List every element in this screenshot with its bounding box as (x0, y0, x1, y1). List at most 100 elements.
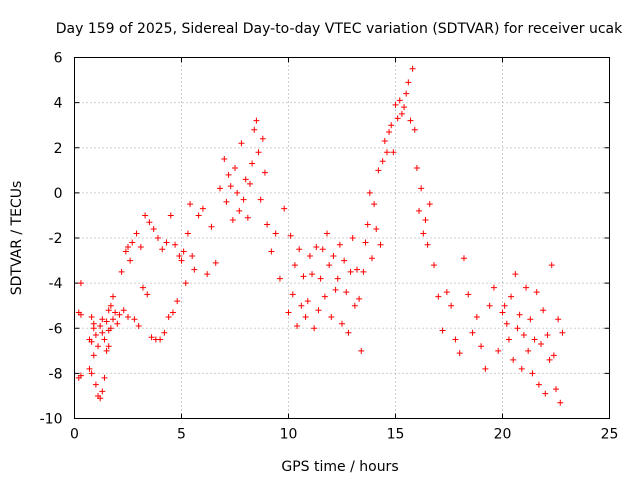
data-point (110, 293, 117, 300)
data-point (349, 235, 356, 241)
data-point (276, 275, 283, 282)
data-point (120, 307, 127, 314)
data-point (77, 372, 84, 379)
data-point (371, 201, 378, 208)
data-point (435, 293, 442, 300)
data-point (351, 302, 358, 309)
data-point (559, 329, 566, 336)
data-point (341, 257, 348, 264)
data-point (360, 268, 367, 275)
data-point (169, 309, 176, 316)
data-point (131, 316, 138, 323)
data-point (424, 241, 431, 248)
data-point (373, 225, 380, 232)
y-tick-label: -10 (40, 412, 63, 428)
data-point (105, 343, 112, 350)
data-point (398, 110, 405, 117)
data-point (298, 302, 305, 309)
data-point (550, 352, 557, 359)
data-point (431, 262, 438, 269)
data-point (495, 347, 502, 354)
data-point (261, 169, 268, 176)
data-point (555, 316, 562, 323)
data-point (191, 266, 198, 273)
data-point (510, 356, 517, 363)
data-point (390, 149, 397, 156)
data-point (321, 293, 328, 300)
data-point (478, 343, 485, 350)
x-tick-label: 10 (280, 427, 298, 443)
data-point (110, 316, 117, 323)
y-axis-label: SDTVAR / TECUs (9, 181, 25, 296)
data-point (95, 343, 102, 350)
data-point (490, 284, 497, 291)
data-point (159, 246, 166, 253)
data-point (122, 248, 129, 255)
data-point (334, 275, 341, 282)
data-point (542, 390, 549, 397)
data-point (538, 341, 545, 348)
data-point (409, 65, 416, 72)
data-point (324, 230, 331, 237)
data-point (375, 167, 382, 174)
data-point (379, 158, 386, 165)
data-point (296, 246, 303, 253)
data-point (302, 313, 309, 320)
data-point (287, 232, 294, 239)
data-point (142, 212, 149, 219)
data-point (212, 259, 219, 266)
data-point (332, 286, 339, 293)
data-point (167, 212, 174, 219)
data-point (343, 289, 350, 296)
data-point (174, 298, 181, 305)
data-point (525, 347, 532, 354)
data-point (199, 205, 206, 212)
data-point (313, 244, 320, 251)
y-tick-label: -8 (49, 366, 63, 382)
data-point (505, 336, 512, 343)
data-point (88, 338, 95, 345)
data-point (291, 262, 298, 269)
data-point (416, 207, 423, 214)
data-point (125, 244, 131, 251)
data-point (146, 219, 153, 226)
data-point (368, 255, 375, 262)
data-point (508, 293, 515, 300)
data-point (272, 230, 279, 237)
data-point (366, 189, 373, 196)
data-point (249, 160, 256, 167)
data-point (97, 322, 104, 329)
data-point (238, 140, 245, 147)
data-point (129, 239, 136, 246)
data-point (150, 225, 157, 232)
data-point (328, 313, 335, 320)
data-point (103, 347, 110, 354)
data-point (533, 289, 540, 296)
data-point (281, 205, 288, 212)
data-point (118, 268, 125, 275)
data-point (92, 332, 99, 339)
data-point (139, 284, 146, 291)
data-point (137, 244, 144, 251)
data-point (182, 280, 189, 287)
data-point (529, 370, 536, 377)
data-point (356, 295, 363, 302)
data-point (251, 126, 258, 133)
data-point (394, 115, 401, 122)
data-point (306, 253, 313, 260)
data-point (144, 291, 151, 298)
data-point (326, 262, 333, 269)
data-point (99, 388, 106, 395)
data-point (240, 196, 247, 203)
data-point (105, 307, 112, 314)
data-point (482, 365, 489, 372)
y-tick-label: -2 (49, 231, 63, 247)
data-point (401, 104, 408, 111)
data-point (381, 137, 388, 144)
data-point (112, 309, 119, 316)
x-tick-label: 20 (494, 427, 512, 443)
data-point (465, 291, 472, 298)
data-point (232, 165, 238, 172)
data-point (486, 302, 493, 309)
data-point (548, 262, 555, 269)
